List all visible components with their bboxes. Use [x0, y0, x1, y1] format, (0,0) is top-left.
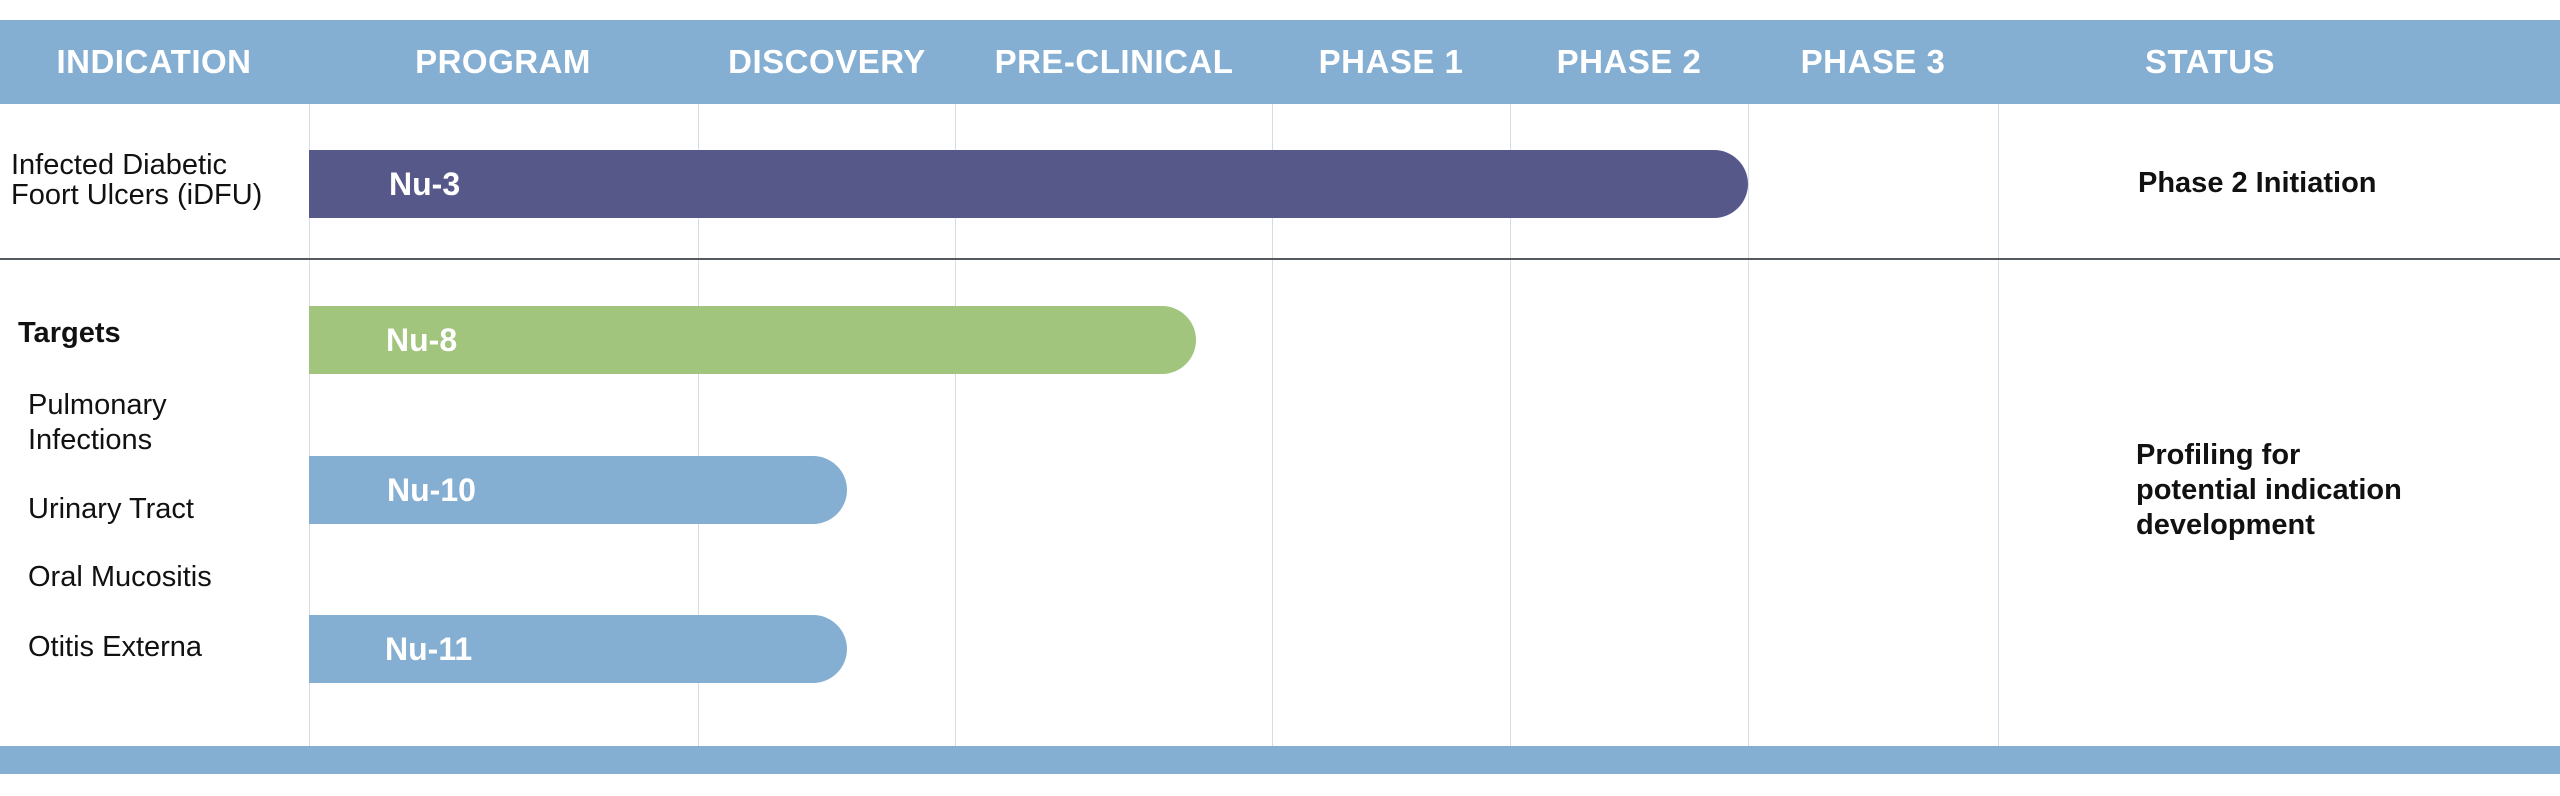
indication-pulmonary-line2: Infections [28, 424, 153, 456]
indication-idfu-line2: Foort Ulcers (iDFU) [11, 179, 263, 211]
column-divider [1510, 104, 1511, 746]
status-idfu: Phase 2 Initiation [2138, 167, 2377, 199]
column-divider [1272, 104, 1273, 746]
header-discovery: DISCOVERY [728, 43, 926, 80]
indication-idfu-line1: Infected Diabetic [11, 149, 228, 181]
table-footer-bar [0, 746, 2560, 774]
header-phase3: PHASE 3 [1800, 43, 1946, 80]
bar-label-nu-10: Nu-10 [387, 472, 476, 508]
bar-nu-8 [309, 306, 1196, 374]
indication-pulmonary-line1: Pulmonary [28, 389, 167, 421]
table-header: INDICATION PROGRAM DISCOVERY PRE-CLINICA… [0, 20, 2560, 104]
status-targets-line1: Profiling for [2136, 439, 2301, 471]
bar-label-nu-8: Nu-8 [386, 322, 458, 358]
header-indication: INDICATION [56, 43, 252, 80]
indication-oral-mucositis: Oral Mucositis [28, 561, 212, 593]
header-program: PROGRAM [415, 43, 591, 80]
column-divider [1748, 104, 1749, 746]
header-preclinical: PRE-CLINICAL [994, 43, 1234, 80]
bar-label-nu-3: Nu-3 [389, 166, 461, 202]
indication-urinary-tract: Urinary Tract [28, 493, 194, 525]
column-divider [1998, 104, 1999, 746]
bar-nu-10 [309, 456, 847, 524]
targets-heading: Targets [18, 317, 121, 349]
status-targets-line2: potential indication [2136, 474, 2402, 506]
column-divider [698, 104, 699, 746]
header-phase2: PHASE 2 [1556, 43, 1702, 80]
header-status: STATUS [2144, 43, 2276, 80]
status-targets-line3: development [2136, 509, 2315, 541]
bar-nu-3 [309, 150, 1748, 218]
group-separator [0, 258, 2560, 260]
header-phase1: PHASE 1 [1318, 43, 1464, 80]
bar-label-nu-11: Nu-11 [385, 631, 473, 667]
column-divider [309, 104, 310, 746]
indication-otitis-externa: Otitis Externa [28, 631, 203, 663]
column-divider [955, 104, 956, 746]
bar-nu-11 [309, 615, 847, 683]
